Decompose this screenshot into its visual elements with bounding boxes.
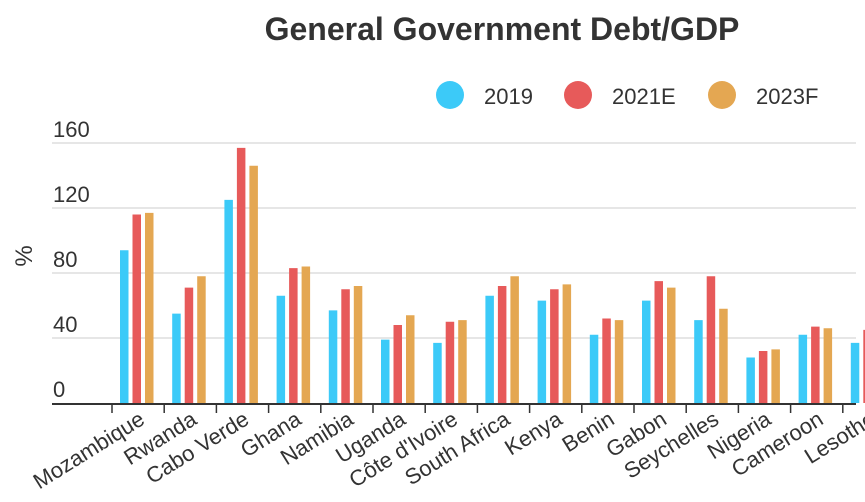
bar (132, 214, 141, 403)
bar (433, 342, 442, 403)
bar (289, 268, 298, 403)
y-axis-label: % (11, 245, 38, 266)
y-tick-labels: 0 40 80 120 160 (53, 117, 90, 402)
bar (224, 199, 233, 403)
bar (458, 320, 467, 403)
bar (642, 300, 651, 403)
bar (328, 310, 338, 403)
category-group (433, 320, 467, 403)
bar (758, 351, 768, 403)
y-tick-label: 40 (53, 312, 77, 337)
bar (497, 286, 507, 403)
bar (863, 329, 865, 403)
gridlines (52, 142, 856, 339)
bar (145, 212, 154, 403)
legend-label: 2023F (756, 84, 818, 109)
category-group (485, 276, 519, 403)
x-tick-label: Kenya (500, 406, 567, 461)
legend-label: 2019 (484, 84, 533, 109)
legend-swatch (436, 81, 464, 109)
category-group (798, 326, 833, 403)
bars (120, 147, 865, 403)
bar (393, 325, 402, 403)
bar (172, 313, 181, 403)
bar (353, 286, 363, 403)
category-group (694, 276, 728, 403)
bar (485, 295, 494, 403)
bar (654, 281, 663, 403)
category-group (537, 284, 572, 403)
bar (510, 276, 519, 403)
bar (406, 315, 415, 403)
bar (236, 147, 246, 403)
category-group (642, 281, 676, 403)
bar (276, 295, 286, 403)
bar (719, 308, 728, 403)
bar (811, 326, 820, 403)
chart-title: General Government Debt/GDP (265, 11, 740, 47)
bar (120, 250, 129, 403)
category-group (172, 276, 206, 403)
bar (184, 287, 194, 403)
bar (550, 289, 559, 403)
bar (381, 339, 390, 403)
bar (694, 320, 703, 403)
y-tick-label: 160 (53, 117, 90, 142)
category-group (276, 266, 311, 403)
bar (602, 318, 611, 403)
bar (771, 349, 780, 403)
bar (562, 284, 572, 403)
category-group (589, 318, 624, 403)
legend-item: 2021E (564, 81, 676, 109)
bar (301, 266, 311, 403)
bar (341, 289, 350, 403)
legend: 2019 2021E 2023F (436, 81, 818, 109)
bar (823, 328, 833, 403)
category-group (850, 329, 865, 403)
category-group (746, 349, 780, 403)
legend-label: 2021E (612, 84, 676, 109)
legend-swatch (564, 81, 592, 109)
y-tick-label: 120 (53, 182, 90, 207)
bar (798, 334, 808, 403)
bar (614, 320, 624, 403)
bar (445, 321, 455, 403)
bar (850, 342, 860, 403)
legend-item: 2023F (708, 81, 818, 109)
bar (746, 357, 755, 403)
legend-swatch (708, 81, 736, 109)
bar (537, 300, 547, 403)
category-group (224, 147, 258, 403)
bar (249, 165, 258, 403)
y-tick-label: 0 (53, 377, 65, 402)
bar (197, 276, 206, 403)
category-group (381, 315, 415, 403)
bar (589, 334, 599, 403)
category-group (328, 286, 363, 403)
bar (706, 276, 716, 403)
y-tick-label: 80 (53, 247, 77, 272)
bar (667, 287, 676, 403)
category-group (120, 212, 154, 403)
legend-item: 2019 (436, 81, 533, 109)
